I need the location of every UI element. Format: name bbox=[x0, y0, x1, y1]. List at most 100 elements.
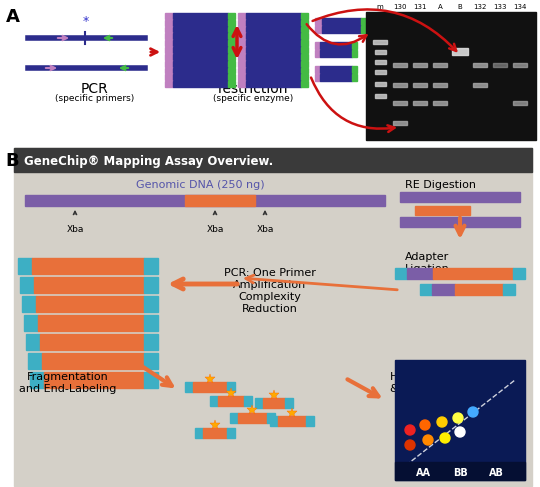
Bar bbox=[244, 396, 252, 406]
Bar bbox=[18, 258, 32, 274]
Bar bbox=[193, 382, 227, 392]
Bar bbox=[44, 372, 144, 388]
Bar bbox=[263, 398, 285, 408]
Bar bbox=[400, 217, 520, 227]
Bar bbox=[306, 416, 314, 426]
Bar bbox=[30, 372, 44, 388]
Bar bbox=[32, 258, 144, 274]
Bar bbox=[173, 34, 228, 39]
Text: AA: AA bbox=[416, 468, 431, 478]
Bar bbox=[165, 47, 173, 53]
Text: B: B bbox=[457, 4, 462, 10]
Bar bbox=[165, 81, 173, 87]
Bar bbox=[413, 83, 427, 87]
Bar bbox=[352, 66, 357, 73]
Bar bbox=[195, 428, 203, 438]
Bar bbox=[173, 61, 228, 67]
Bar bbox=[14, 148, 532, 172]
Bar bbox=[285, 398, 293, 408]
Bar bbox=[301, 54, 308, 60]
Bar bbox=[173, 47, 228, 53]
Circle shape bbox=[455, 427, 465, 437]
Bar bbox=[301, 75, 308, 80]
Text: PCR: One Primer
Amplification: PCR: One Primer Amplification bbox=[224, 268, 316, 290]
Bar bbox=[238, 13, 246, 19]
Bar bbox=[228, 40, 235, 46]
Text: Adapter
Ligation: Adapter Ligation bbox=[405, 252, 450, 274]
Text: Xba: Xba bbox=[256, 225, 274, 234]
Bar bbox=[315, 66, 320, 73]
Bar bbox=[513, 101, 527, 105]
Bar bbox=[246, 27, 301, 33]
Text: Genomic DNA (250 ng): Genomic DNA (250 ng) bbox=[136, 180, 264, 190]
Text: AB: AB bbox=[489, 468, 504, 478]
Text: 133: 133 bbox=[493, 4, 507, 10]
Bar bbox=[228, 27, 235, 33]
Bar bbox=[165, 68, 173, 74]
Bar bbox=[28, 353, 42, 369]
Bar bbox=[228, 13, 235, 19]
Bar bbox=[228, 34, 235, 39]
Bar bbox=[238, 47, 246, 53]
Bar bbox=[395, 360, 525, 480]
Bar bbox=[320, 42, 352, 49]
Bar bbox=[228, 54, 235, 60]
Text: Hybridization
& Wash: Hybridization & Wash bbox=[390, 372, 464, 393]
Bar bbox=[173, 20, 228, 26]
Bar bbox=[230, 413, 238, 423]
Bar bbox=[375, 50, 386, 54]
Bar bbox=[395, 462, 525, 480]
Bar bbox=[246, 13, 301, 19]
Bar bbox=[203, 428, 227, 438]
Bar bbox=[246, 34, 301, 39]
Bar bbox=[395, 268, 407, 279]
Text: A: A bbox=[6, 8, 20, 26]
Bar bbox=[320, 74, 352, 81]
Text: m: m bbox=[376, 4, 383, 10]
Bar bbox=[218, 396, 244, 406]
Bar bbox=[320, 50, 352, 57]
Bar bbox=[238, 413, 267, 423]
Bar bbox=[185, 382, 193, 392]
Bar bbox=[173, 54, 228, 60]
Text: Xba: Xba bbox=[206, 225, 224, 234]
Bar bbox=[452, 48, 468, 55]
Bar bbox=[322, 26, 361, 33]
Bar bbox=[20, 277, 34, 293]
Bar bbox=[144, 372, 158, 388]
Bar bbox=[238, 81, 246, 87]
Bar bbox=[473, 63, 487, 67]
Bar bbox=[210, 396, 218, 406]
Bar bbox=[173, 13, 228, 19]
Bar bbox=[270, 416, 278, 426]
Bar bbox=[361, 26, 367, 33]
Bar bbox=[165, 75, 173, 80]
Bar bbox=[400, 192, 520, 202]
Bar bbox=[503, 284, 515, 295]
Bar bbox=[38, 315, 144, 331]
Bar bbox=[238, 20, 246, 26]
Bar bbox=[165, 34, 173, 39]
Text: 132: 132 bbox=[474, 4, 487, 10]
Circle shape bbox=[405, 440, 415, 450]
Bar bbox=[352, 74, 357, 81]
Bar bbox=[301, 81, 308, 87]
Text: *: * bbox=[83, 15, 89, 28]
Text: restriction: restriction bbox=[218, 82, 288, 96]
Bar bbox=[432, 284, 455, 295]
Bar bbox=[246, 20, 301, 26]
Bar bbox=[185, 195, 255, 206]
Bar bbox=[352, 50, 357, 57]
Bar bbox=[433, 83, 447, 87]
Circle shape bbox=[437, 417, 447, 427]
Text: 134: 134 bbox=[514, 4, 526, 10]
Bar bbox=[366, 12, 536, 140]
Bar bbox=[301, 47, 308, 53]
Bar bbox=[238, 61, 246, 67]
Bar bbox=[361, 18, 367, 25]
Bar bbox=[301, 27, 308, 33]
Bar bbox=[375, 82, 386, 86]
Circle shape bbox=[420, 420, 430, 430]
Bar bbox=[238, 54, 246, 60]
Text: GeneChip® Mapping Assay Overview.: GeneChip® Mapping Assay Overview. bbox=[24, 154, 273, 168]
